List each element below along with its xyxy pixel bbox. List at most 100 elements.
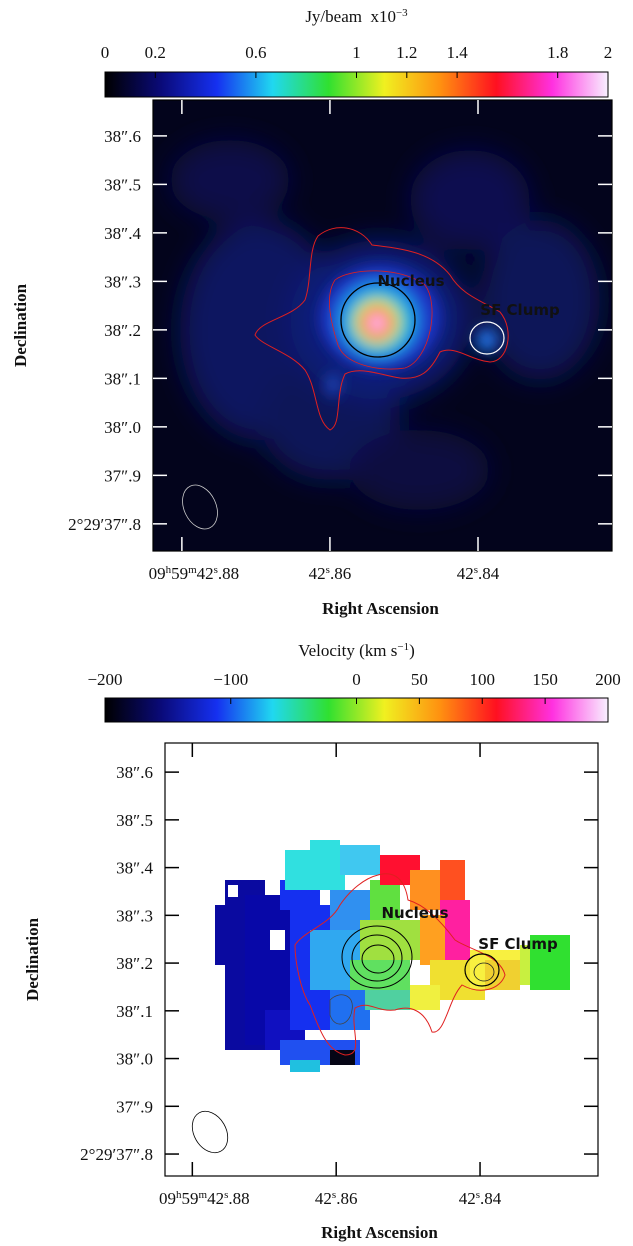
y-tick-label: 2°29′37″.8 — [80, 1145, 153, 1164]
nucleus-circle — [340, 282, 416, 358]
label-part: .84 — [480, 1189, 502, 1208]
annotation: SF Clump — [480, 301, 560, 319]
y-tick-label: 38″.3 — [104, 272, 141, 291]
velocity-patch — [530, 935, 570, 990]
label-part: ) — [409, 641, 415, 660]
x-tick-label: 42s.86 — [315, 1189, 358, 1208]
label-part: .88 — [218, 564, 239, 583]
y-tick-label: 38″.6 — [104, 127, 141, 146]
y-tick-label: 38″.5 — [116, 811, 153, 830]
colorbar-tick-label: 2 — [604, 43, 613, 62]
y-tick-label: 38″.6 — [116, 763, 153, 782]
y-tick-label: 38″.5 — [104, 175, 141, 194]
colorbar-title: Velocity (km s−1) — [298, 641, 415, 660]
y-tick-label: 38″.2 — [104, 321, 141, 340]
label-part: 42 — [207, 1189, 224, 1208]
x-tick-label: 42s.84 — [457, 564, 500, 583]
velocity-patch — [290, 1060, 320, 1072]
label-part: s — [332, 1189, 336, 1201]
x-tick-label: 42s.86 — [309, 564, 352, 583]
velocity-patch — [410, 985, 440, 1010]
colorbar-tick-label: 1 — [352, 43, 361, 62]
contour — [254, 227, 509, 431]
x-tick-label: 42s.84 — [459, 1189, 502, 1208]
nucleus-circle — [341, 925, 413, 989]
colorbar-tick-label: 200 — [595, 670, 621, 689]
annotation: Nucleus — [377, 272, 444, 290]
label-part: h — [166, 564, 172, 576]
label-part: Velocity (km s — [298, 641, 397, 660]
colorbar-tick-label: 1.8 — [547, 43, 568, 62]
contour — [294, 873, 506, 1056]
emission — [369, 315, 385, 331]
colorbar-tick-label: 0.2 — [145, 43, 166, 62]
annotation: Nucleus — [381, 904, 448, 922]
y-tick-label: 38″.1 — [104, 369, 141, 388]
clump-circle — [464, 953, 500, 987]
beam — [182, 484, 218, 530]
core — [320, 266, 498, 397]
contour — [329, 270, 433, 370]
colorbar-title: Jy/beam x10−3 — [305, 7, 408, 26]
label-part: Jy/beam x10 — [305, 7, 396, 26]
label-part: 42 — [457, 564, 474, 583]
nucleus-circle — [361, 944, 395, 974]
y-axis-label: Declination — [11, 283, 30, 367]
colorbar-tick-label: 0.6 — [245, 43, 266, 62]
label-part: m — [188, 564, 197, 576]
x-axis-label: Right Ascension — [321, 1223, 438, 1242]
y-tick-label: 38″.4 — [116, 859, 153, 878]
x-axis-label: Right Ascension — [322, 599, 439, 618]
label-part: m — [199, 1189, 208, 1201]
label-part: 42 — [315, 1189, 332, 1208]
y-axis-label: Declination — [23, 917, 42, 1001]
emission — [170, 140, 290, 220]
clump-circle — [473, 962, 495, 982]
annotation: SF Clump — [478, 935, 558, 953]
colorbar-tick-label: −200 — [87, 670, 122, 689]
emission — [476, 328, 498, 352]
y-tick-label: 38″.0 — [104, 418, 141, 437]
clump-circle — [469, 321, 505, 355]
colorbar-tick-label: 0 — [101, 43, 110, 62]
plot-frame — [152, 99, 613, 552]
label-part: 42 — [197, 564, 214, 583]
y-tick-label: 37″.9 — [116, 1097, 153, 1116]
label-part: 42 — [459, 1189, 476, 1208]
emission — [350, 430, 490, 510]
y-tick-label: 38″.0 — [116, 1050, 153, 1069]
label-part: 09 — [159, 1189, 176, 1208]
label-part: s — [224, 1189, 228, 1201]
y-tick-label: 38″.2 — [116, 954, 153, 973]
y-tick-label: 2°29′37″.8 — [68, 515, 141, 534]
plot-frame — [164, 742, 599, 1177]
emission — [480, 220, 600, 380]
label-part: .86 — [336, 1189, 357, 1208]
label-part: .86 — [330, 564, 351, 583]
label-part: −1 — [397, 641, 409, 653]
label-part: 59 — [182, 1189, 199, 1208]
colorbar-tick-label: 100 — [470, 670, 496, 689]
hole — [270, 930, 285, 950]
velocity-patch — [420, 915, 445, 965]
x-tick-label: 09h59m42s.88 — [159, 1189, 250, 1208]
colorbar-tick-label: 1.2 — [396, 43, 417, 62]
y-tick-label: 38″.4 — [104, 224, 141, 243]
colorbar-tick-label: 0 — [352, 670, 361, 689]
label-part: −3 — [396, 7, 408, 19]
velocity-patch — [365, 990, 410, 1010]
y-tick-label: 38″.3 — [116, 906, 153, 925]
nucleus-circle — [351, 934, 403, 982]
colorbar-tick-label: 50 — [411, 670, 428, 689]
x-tick-label: 09h59m42s.88 — [149, 564, 240, 583]
velocity-patch — [330, 1050, 355, 1065]
hole — [228, 885, 238, 897]
beam — [191, 1110, 229, 1154]
y-tick-label: 37″.9 — [104, 466, 141, 485]
y-tick-label: 38″.1 — [116, 1002, 153, 1021]
image — [191, 840, 570, 1154]
velocity-patch — [370, 880, 400, 920]
label-part: s — [474, 564, 478, 576]
label-part: .88 — [228, 1189, 249, 1208]
emission — [325, 373, 341, 397]
